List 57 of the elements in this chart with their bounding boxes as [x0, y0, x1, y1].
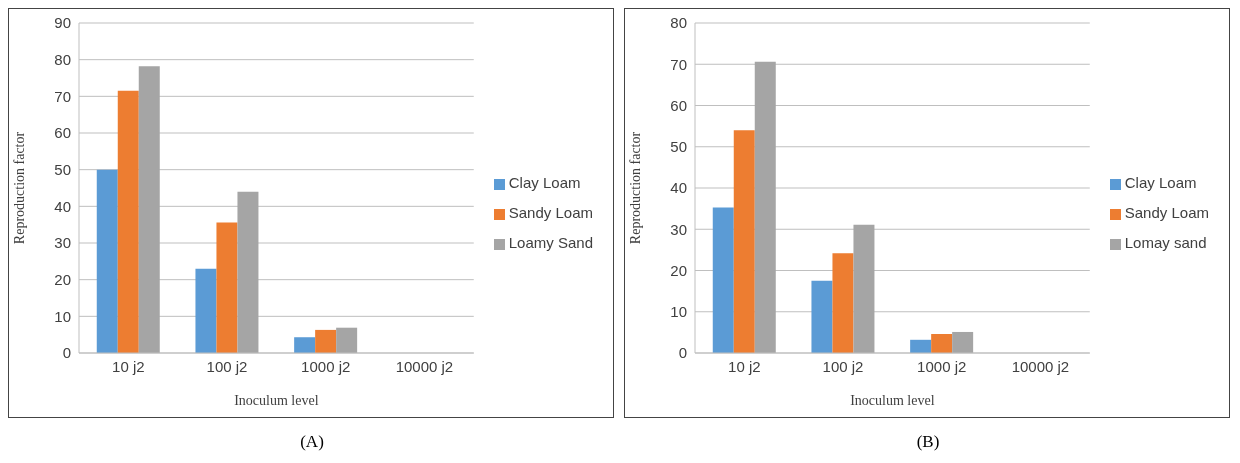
legend-label: Lomay sand — [1124, 234, 1207, 251]
bar — [931, 334, 953, 353]
bar — [754, 61, 776, 353]
bar — [336, 327, 358, 353]
x-tick-label: 10 j2 — [728, 357, 761, 375]
legend-label: Clay Loam — [508, 174, 581, 191]
y-axis-title: Reproduction factor — [627, 131, 643, 245]
bar — [216, 222, 238, 353]
y-tick-label: 40 — [670, 179, 687, 197]
y-tick-label: 0 — [678, 344, 687, 362]
x-axis-title: Inoculum level — [234, 393, 319, 408]
legend-label: Sandy Loam — [508, 204, 593, 221]
bar — [315, 329, 337, 353]
y-tick-label: 90 — [54, 14, 71, 32]
bar — [832, 253, 854, 353]
legend-label: Clay Loam — [1124, 174, 1197, 191]
bar — [237, 191, 259, 353]
bar — [910, 339, 932, 353]
y-axis-title: Reproduction factor — [11, 131, 27, 245]
y-tick-label: 10 — [54, 307, 71, 325]
y-tick-label: 70 — [54, 87, 71, 105]
bar — [853, 224, 875, 353]
y-tick-label: 40 — [54, 197, 71, 215]
bar — [733, 130, 755, 353]
x-tick-label: 10000 j2 — [395, 357, 454, 375]
y-tick-label: 30 — [670, 220, 687, 238]
y-tick-label: 30 — [54, 234, 71, 252]
bar — [96, 169, 118, 353]
y-tick-label: 70 — [670, 55, 687, 73]
bar — [294, 337, 316, 353]
y-tick-label: 0 — [62, 344, 71, 362]
legend-label: Loamy Sand — [508, 234, 593, 251]
y-tick-label: 60 — [670, 96, 687, 114]
legend-label: Sandy Loam — [1124, 204, 1209, 221]
y-tick-label: 50 — [54, 160, 71, 178]
x-tick-label: 100 j2 — [822, 357, 864, 375]
x-tick-label: 100 j2 — [206, 357, 248, 375]
x-tick-label: 1000 j2 — [917, 357, 967, 375]
y-tick-label: 60 — [54, 124, 71, 142]
bar — [811, 280, 833, 353]
y-tick-label: 80 — [54, 50, 71, 68]
bar — [138, 66, 160, 353]
y-tick-label: 50 — [670, 138, 687, 156]
y-tick-label: 80 — [670, 14, 687, 32]
x-tick-label: 1000 j2 — [301, 357, 351, 375]
x-tick-label: 10 j2 — [112, 357, 145, 375]
y-tick-label: 20 — [670, 261, 687, 279]
bar — [712, 207, 734, 353]
y-tick-label: 20 — [54, 270, 71, 288]
bar — [952, 331, 974, 353]
x-tick-label: 10000 j2 — [1011, 357, 1070, 375]
x-axis-title: Inoculum level — [850, 393, 935, 408]
text: (B) — [915, 432, 941, 452]
y-tick-label: 10 — [670, 303, 687, 321]
text: (A) — [299, 432, 325, 452]
bar — [117, 90, 139, 353]
bar — [195, 268, 217, 353]
